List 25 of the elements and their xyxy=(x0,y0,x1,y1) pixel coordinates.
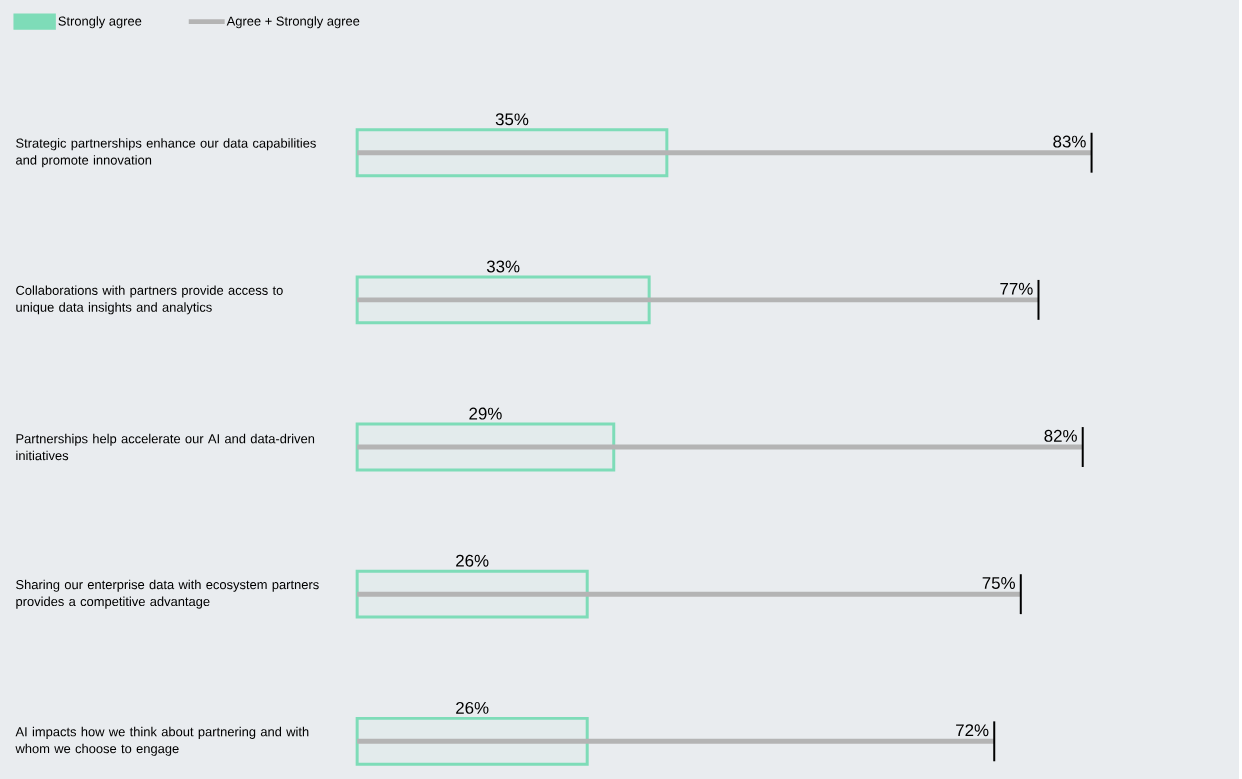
y-tick-label: AI impacts how we think about partnering and with whom we choose to engage xyxy=(15,726,309,756)
data-label: 26% xyxy=(456,554,489,567)
data-label: 33% xyxy=(486,260,520,273)
y-tick-label: Sharing our enterprise data with ecosystem partners provides a competitive advantage xyxy=(16,579,319,609)
bar xyxy=(357,591,1021,597)
bar xyxy=(357,150,1092,156)
y-tick-label: Partnerships help accelerate our AI and data-driven initiatives xyxy=(16,433,315,461)
bar xyxy=(357,297,1039,303)
bar xyxy=(355,275,651,325)
y-tick-label: Collaborations with partners provide access to unique data insights and analytics xyxy=(16,285,283,315)
bar xyxy=(357,738,995,744)
data-label: 29% xyxy=(469,407,502,420)
bar xyxy=(355,716,589,766)
data-label: 77% xyxy=(1000,282,1033,295)
data-label: 75% xyxy=(982,577,1015,589)
data-label: 35% xyxy=(495,113,529,126)
y-tick-label: Strategic partnerships enhance our data capabilities and promote innovation xyxy=(16,138,316,168)
legend-label: Strongly agree xyxy=(58,16,142,29)
data-label: 82% xyxy=(1044,429,1077,442)
bar xyxy=(355,128,669,178)
data-label: 26% xyxy=(456,701,489,714)
bar xyxy=(357,444,1083,450)
data-label: 83% xyxy=(1053,135,1086,148)
data-label: 72% xyxy=(956,724,989,737)
legend-label: Agree + Strongly agree xyxy=(226,16,360,29)
